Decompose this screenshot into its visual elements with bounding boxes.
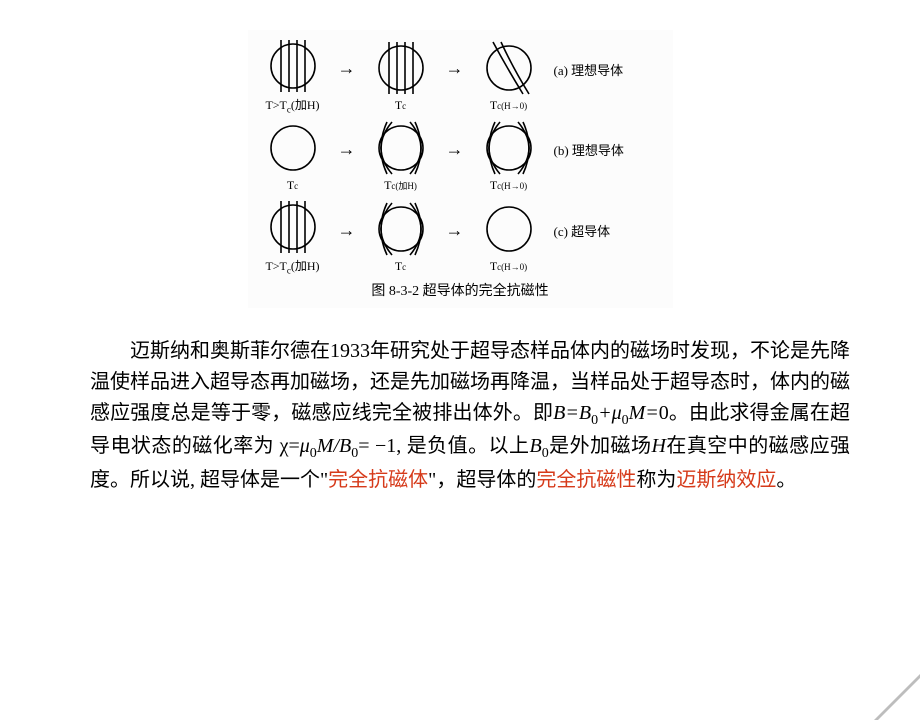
diagram-row: T>Tc(加H) → Tc → Tc(H→0) (c) 超导体 [254,199,667,275]
arrow-icon: → [338,59,356,93]
arrow-icon: → [446,221,464,255]
eq-neg1: = −1 [358,435,396,457]
diagram-cell: Tc(H→0) [470,40,548,113]
cell-caption: Tc(加H) [384,178,417,193]
hl-term1: 完全抗磁体 [328,469,428,491]
row-label: (c) 超导体 [554,221,611,254]
cell-caption: Tc(H→0) [490,98,527,113]
eq-zero: 0 [659,402,669,424]
row-label: (a) 理想导体 [554,60,624,93]
eq-MB: M/B [317,435,351,457]
cell-caption: T>Tc(加H) [265,96,319,114]
diagram-cell: Tc [362,201,440,274]
eq-B0: B [529,435,541,457]
eq-B: B=B [553,402,591,424]
arrow-icon: → [446,59,464,93]
hl-term2: 完全抗磁性 [536,469,636,491]
eq-plus-mu: +μ [598,402,622,424]
hl-term3: 迈斯纳效应 [676,469,776,491]
diagram-row: T>Tc(加H) → Tc → Tc(H→0) (a) 理想导体 [254,38,667,114]
figure-container: T>Tc(加H)→Tc→Tc(H→0)(a) 理想导体Tc→Tc(加H)→Tc(… [248,30,673,308]
cell-caption: Tc [395,259,406,274]
text-seg7: 称为 [636,469,676,491]
cell-caption: Tc [287,178,298,193]
text-seg4: 是外加磁场 [549,435,652,457]
eq-H: H [651,435,665,457]
diagram-cell: Tc(H→0) [470,120,548,193]
diagram-cell: Tc [362,40,440,113]
page-curl-icon [874,674,920,720]
eq-sub0-b: 0 [622,413,629,428]
body-paragraph: 迈斯纳和奥斯菲尔德在1933年研究处于超导态样品体内的磁场时发现，不论是先降温使… [90,336,850,496]
eq-M-eq: M= [629,402,659,424]
eq-mu2: μ [300,435,310,457]
text-seg3: , 是负值。以上 [396,435,529,457]
figure-caption: 图 8-3-2 超导体的完全抗磁性 [248,278,673,308]
text-seg8: 。 [776,469,796,491]
eq-sub0-c: 0 [310,446,317,461]
cell-caption: Tc [395,98,406,113]
eq-sub0-e: 0 [542,446,549,461]
diagram-cell: T>Tc(加H) [254,38,332,114]
arrow-icon: → [446,140,464,174]
cell-caption: Tc(H→0) [490,259,527,274]
arrow-icon: → [338,140,356,174]
cell-caption: T>Tc(加H) [265,257,319,275]
diagram-cell: Tc [254,120,332,193]
text-seg6: "，超导体的 [428,469,536,491]
diagram-grid: T>Tc(加H)→Tc→Tc(H→0)(a) 理想导体Tc→Tc(加H)→Tc(… [248,30,673,278]
diagram-cell: Tc(H→0) [470,201,548,274]
diagram-cell: T>Tc(加H) [254,199,332,275]
row-label: (b) 理想导体 [554,140,624,173]
arrow-icon: → [338,221,356,255]
cell-caption: Tc(H→0) [490,178,527,193]
diagram-row: Tc → Tc(加H) → Tc(H→0) (b) 理想导体 [254,120,667,193]
diagram-cell: Tc(加H) [362,120,440,193]
